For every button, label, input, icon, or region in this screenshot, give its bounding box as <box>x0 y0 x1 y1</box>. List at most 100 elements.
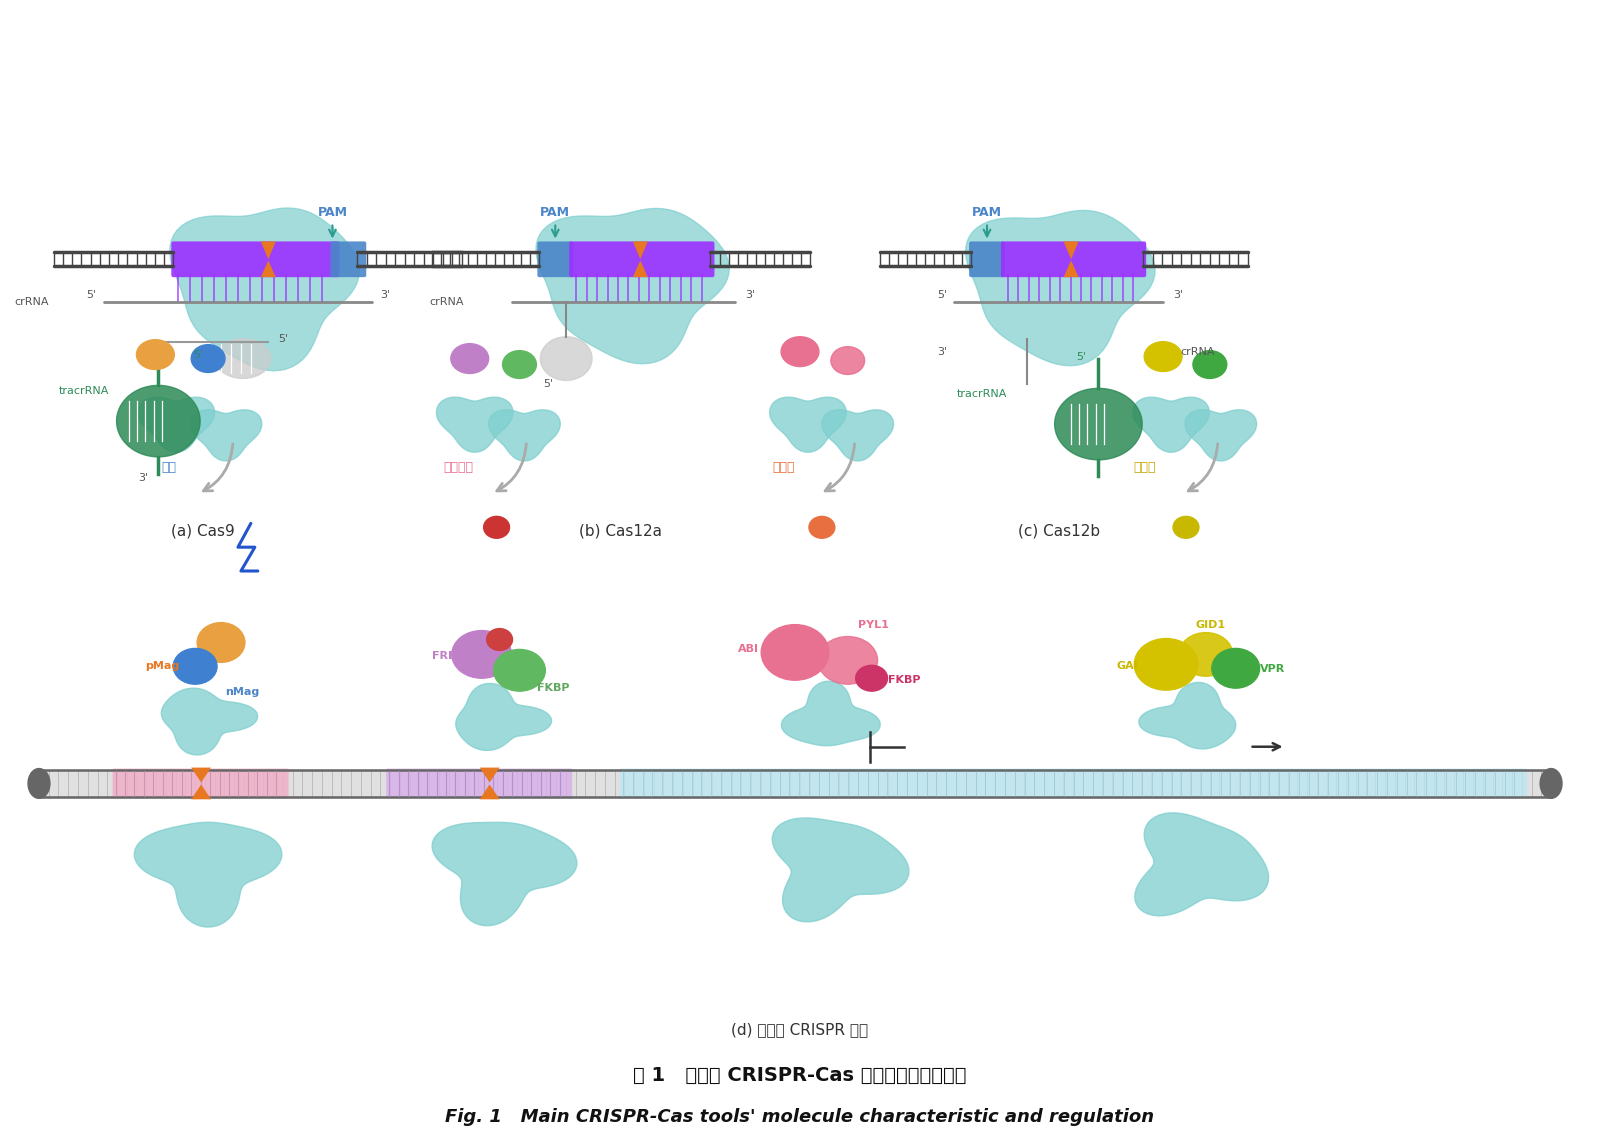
Text: 5': 5' <box>194 349 203 360</box>
FancyBboxPatch shape <box>970 242 1005 277</box>
Polygon shape <box>162 688 258 755</box>
Polygon shape <box>1139 682 1235 749</box>
Text: FRB: FRB <box>432 652 456 662</box>
Text: 5': 5' <box>278 333 288 344</box>
Ellipse shape <box>810 516 835 538</box>
Polygon shape <box>966 211 1155 365</box>
Polygon shape <box>781 681 880 745</box>
Text: 5': 5' <box>938 290 947 300</box>
Ellipse shape <box>1134 639 1198 690</box>
Text: crRNA: crRNA <box>14 297 50 307</box>
Polygon shape <box>541 337 592 380</box>
Ellipse shape <box>136 340 174 370</box>
Polygon shape <box>456 684 552 750</box>
Ellipse shape <box>762 625 829 680</box>
Polygon shape <box>214 339 270 378</box>
Polygon shape <box>770 397 846 452</box>
FancyBboxPatch shape <box>570 242 715 277</box>
Ellipse shape <box>1179 632 1232 677</box>
Ellipse shape <box>197 623 245 662</box>
Ellipse shape <box>856 665 888 692</box>
Polygon shape <box>437 397 514 452</box>
Text: 脱落酸: 脱落酸 <box>773 461 795 474</box>
Polygon shape <box>1064 242 1078 259</box>
Ellipse shape <box>1173 516 1198 538</box>
Polygon shape <box>1186 410 1256 461</box>
Polygon shape <box>536 208 730 364</box>
Text: PAM: PAM <box>973 206 1002 219</box>
Text: FKBP: FKBP <box>538 684 570 693</box>
Text: (c) Cas12b: (c) Cas12b <box>1018 523 1099 538</box>
Text: 赤霉素: 赤霉素 <box>1133 461 1155 474</box>
Polygon shape <box>1134 813 1269 916</box>
Ellipse shape <box>781 337 819 366</box>
FancyBboxPatch shape <box>538 242 573 277</box>
Ellipse shape <box>486 629 512 650</box>
Text: 3': 3' <box>381 290 390 300</box>
Polygon shape <box>261 242 275 259</box>
FancyBboxPatch shape <box>619 768 1526 798</box>
Polygon shape <box>1054 388 1142 460</box>
Text: crRNA: crRNA <box>429 297 464 307</box>
Text: 图 1   主要的 CRISPR-Cas 工具分子特征与调控: 图 1 主要的 CRISPR-Cas 工具分子特征与调控 <box>634 1066 966 1084</box>
Ellipse shape <box>451 344 488 373</box>
Ellipse shape <box>173 648 218 685</box>
FancyBboxPatch shape <box>1002 242 1146 277</box>
Text: crRNA: crRNA <box>1181 347 1214 356</box>
Text: (d) 诱导型 CRISPR 系统: (d) 诱导型 CRISPR 系统 <box>731 1022 869 1037</box>
Polygon shape <box>138 397 214 452</box>
Polygon shape <box>822 410 893 461</box>
Text: pMag: pMag <box>146 662 179 671</box>
FancyBboxPatch shape <box>112 768 288 798</box>
Ellipse shape <box>29 768 50 798</box>
Polygon shape <box>432 822 578 925</box>
Ellipse shape <box>1194 350 1227 379</box>
Text: ABI: ABI <box>738 645 760 655</box>
Text: FKBP: FKBP <box>888 676 920 685</box>
Text: 蓝光: 蓝光 <box>162 461 176 474</box>
Text: PAM: PAM <box>541 206 570 219</box>
FancyBboxPatch shape <box>171 242 339 277</box>
Text: 5': 5' <box>86 290 96 300</box>
Text: 3': 3' <box>1173 290 1182 300</box>
Text: 3': 3' <box>139 473 149 483</box>
Ellipse shape <box>502 350 536 379</box>
Ellipse shape <box>451 631 512 678</box>
Ellipse shape <box>1211 648 1259 688</box>
Text: VPR: VPR <box>1259 664 1285 674</box>
Text: 3': 3' <box>938 347 947 356</box>
Ellipse shape <box>483 516 509 538</box>
Text: 雷帕霉素: 雷帕霉素 <box>443 461 474 474</box>
Text: 5': 5' <box>544 379 554 389</box>
Text: GAI: GAI <box>1117 662 1138 671</box>
Text: GID1: GID1 <box>1195 619 1226 630</box>
Polygon shape <box>634 242 648 259</box>
Text: 5': 5' <box>1077 352 1086 362</box>
Text: tracrRNA: tracrRNA <box>59 386 109 396</box>
Polygon shape <box>773 818 909 922</box>
Text: (b) Cas12a: (b) Cas12a <box>579 523 662 538</box>
Polygon shape <box>1064 260 1078 277</box>
Ellipse shape <box>494 649 546 692</box>
Polygon shape <box>134 822 282 927</box>
Polygon shape <box>190 767 211 782</box>
Polygon shape <box>190 784 211 799</box>
Polygon shape <box>261 260 275 277</box>
Polygon shape <box>634 260 648 277</box>
Text: (a) Cas9: (a) Cas9 <box>171 523 235 538</box>
Ellipse shape <box>1144 341 1182 371</box>
FancyBboxPatch shape <box>331 242 366 277</box>
Ellipse shape <box>1541 768 1562 798</box>
Ellipse shape <box>190 345 226 372</box>
Ellipse shape <box>818 637 877 685</box>
Polygon shape <box>117 386 200 457</box>
Polygon shape <box>480 767 499 782</box>
Polygon shape <box>170 208 360 371</box>
Polygon shape <box>1133 397 1210 452</box>
Text: PAM: PAM <box>317 206 347 219</box>
Polygon shape <box>480 784 499 799</box>
Text: nMag: nMag <box>226 687 259 697</box>
Text: PYL1: PYL1 <box>858 619 888 630</box>
Text: 3': 3' <box>746 290 755 300</box>
Polygon shape <box>190 410 262 461</box>
